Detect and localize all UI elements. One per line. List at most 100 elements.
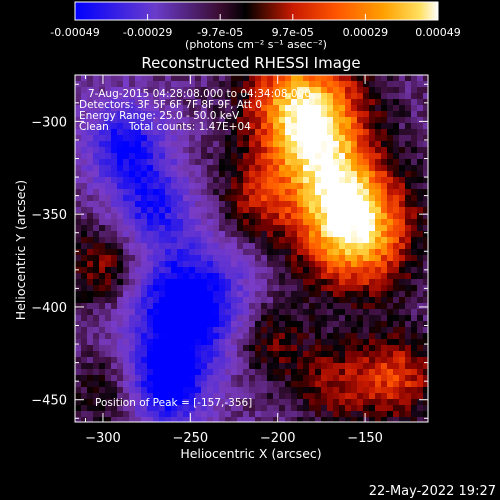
heatmap-cell [159, 369, 165, 375]
heatmap-cell [231, 285, 237, 291]
heatmap-cell [129, 291, 135, 297]
heatmap-cell [87, 93, 93, 99]
heatmap-cell [387, 333, 393, 339]
heatmap-cell [165, 135, 171, 141]
heatmap-cell [81, 213, 87, 219]
heatmap-cell [417, 357, 423, 363]
heatmap-cell [207, 207, 213, 213]
heatmap-cell [291, 387, 297, 393]
heatmap-cell [75, 99, 81, 105]
heatmap-cell [177, 93, 183, 99]
heatmap-cell [399, 231, 405, 237]
heatmap-cell [261, 291, 267, 297]
heatmap-cell [309, 81, 315, 87]
heatmap-cell [315, 291, 321, 297]
heatmap-cell [261, 225, 267, 231]
heatmap-cell [201, 345, 207, 351]
heatmap-cell [213, 87, 219, 93]
heatmap-cell [213, 375, 219, 381]
heatmap-cell [375, 279, 381, 285]
heatmap-cell [189, 363, 195, 369]
heatmap-cell [249, 153, 255, 159]
heatmap-cell [111, 219, 117, 225]
heatmap-cell [315, 417, 321, 422]
heatmap-cell [249, 399, 255, 405]
heatmap-cell [285, 75, 291, 81]
heatmap-cell [201, 351, 207, 357]
heatmap-cell [387, 267, 393, 273]
heatmap-cell [231, 321, 237, 327]
heatmap-cell [207, 321, 213, 327]
heatmap-cell [405, 357, 411, 363]
heatmap-cell [291, 315, 297, 321]
heatmap-cell [339, 279, 345, 285]
heatmap-cell [249, 387, 255, 393]
heatmap-cell [303, 141, 309, 147]
heatmap-cell [213, 345, 219, 351]
heatmap-cell [279, 387, 285, 393]
heatmap-cell [333, 357, 339, 363]
heatmap-cell [381, 225, 387, 231]
heatmap-cell [177, 267, 183, 273]
heatmap-cell [147, 363, 153, 369]
heatmap-cell [285, 345, 291, 351]
heatmap-cell [219, 225, 225, 231]
heatmap-cell [387, 417, 393, 422]
heatmap-cell [423, 411, 428, 417]
heatmap-cell [321, 369, 327, 375]
peak-position-label: Position of Peak = [-157,-356] [95, 397, 252, 409]
heatmap-cell [363, 261, 369, 267]
heatmap-cell [291, 99, 297, 105]
heatmap-cell [411, 255, 417, 261]
heatmap-cell [141, 285, 147, 291]
heatmap-cell [81, 375, 87, 381]
heatmap-cell [411, 135, 417, 141]
heatmap-cell [75, 291, 81, 297]
heatmap-cell [255, 345, 261, 351]
heatmap-cell [99, 201, 105, 207]
heatmap-cell [261, 345, 267, 351]
heatmap-cell [345, 279, 351, 285]
heatmap-cell [369, 249, 375, 255]
heatmap-cell [315, 177, 321, 183]
heatmap-cell [153, 117, 159, 123]
colorbar-gradient [74, 1, 439, 21]
heatmap-cell [423, 201, 428, 207]
heatmap-cell [363, 363, 369, 369]
heatmap-cell [195, 297, 201, 303]
heatmap-cell [231, 327, 237, 333]
heatmap-cell [243, 171, 249, 177]
heatmap-cell [189, 177, 195, 183]
heatmap-cell [153, 411, 159, 417]
heatmap-cell [315, 369, 321, 375]
heatmap-cell [129, 231, 135, 237]
heatmap-cell [147, 327, 153, 333]
heatmap-cell [171, 375, 177, 381]
heatmap-cell [87, 189, 93, 195]
heatmap-cell [249, 339, 255, 345]
heatmap-cell [201, 375, 207, 381]
heatmap-cell [147, 411, 153, 417]
heatmap-cell [195, 153, 201, 159]
heatmap-cell [87, 75, 93, 81]
heatmap-cell [87, 267, 93, 273]
heatmap-cell [255, 141, 261, 147]
heatmap-cell [261, 309, 267, 315]
heatmap-cell [273, 387, 279, 393]
heatmap-cell [333, 405, 339, 411]
heatmap-cell [321, 135, 327, 141]
heatmap-cell [417, 303, 423, 309]
heatmap-cell [225, 243, 231, 249]
heatmap-cell [267, 195, 273, 201]
heatmap-cell [213, 363, 219, 369]
heatmap-cell [141, 93, 147, 99]
heatmap-cell [141, 129, 147, 135]
heatmap-cell [381, 177, 387, 183]
heatmap-cell [327, 387, 333, 393]
heatmap-cell [285, 279, 291, 285]
heatmap-cell [333, 327, 339, 333]
heatmap-cell [105, 177, 111, 183]
heatmap-cell [189, 99, 195, 105]
heatmap-cell [171, 171, 177, 177]
